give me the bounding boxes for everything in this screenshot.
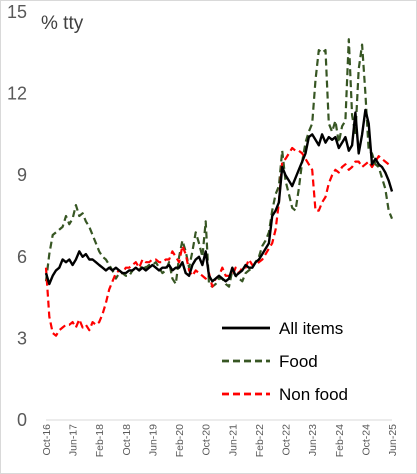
x-tick-label: Jun-21 bbox=[227, 424, 239, 456]
y-tick-label: 3 bbox=[17, 328, 27, 348]
x-tick-label: Oct-16 bbox=[41, 424, 53, 456]
axes: 0 3 6 9 12 15 Oct-16 Jun-17 Feb-18 Oct-18 Jun-19 Fe… bbox=[7, 2, 399, 457]
x-tick-label: Feb-20 bbox=[174, 424, 186, 457]
y-tick-label: 0 bbox=[17, 410, 27, 430]
x-tick-label: Jun-25 bbox=[387, 424, 399, 456]
x-tick-label: Jun-19 bbox=[147, 424, 159, 456]
x-tick-label: Oct-20 bbox=[201, 424, 213, 456]
x-tick-label: Jun-23 bbox=[307, 424, 319, 456]
series-line-food bbox=[44, 38, 394, 288]
x-tick-label: Oct-22 bbox=[281, 424, 293, 456]
unit-label: % tty bbox=[41, 13, 84, 34]
series-layer bbox=[44, 38, 394, 337]
y-tick-label: 9 bbox=[17, 165, 27, 185]
x-tick-label: Jun-17 bbox=[68, 424, 80, 456]
series-line-all-items bbox=[44, 108, 394, 286]
y-tick-label: 6 bbox=[17, 247, 27, 267]
x-tick-label: Feb-24 bbox=[334, 424, 346, 457]
x-tick-label: Feb-22 bbox=[254, 424, 266, 457]
legend: All items Food Non food bbox=[222, 319, 348, 404]
y-tick-label: 15 bbox=[7, 2, 27, 22]
x-tick-label: Oct-24 bbox=[360, 424, 372, 456]
legend-label-non-food: Non food bbox=[279, 385, 348, 404]
x-tick-label: Oct-18 bbox=[121, 424, 133, 456]
legend-label-food: Food bbox=[279, 352, 318, 371]
series-line-non-food bbox=[44, 146, 392, 337]
x-tick-label: Feb-18 bbox=[94, 424, 106, 457]
legend-label-all-items: All items bbox=[279, 319, 343, 338]
y-tick-label: 12 bbox=[7, 84, 27, 104]
